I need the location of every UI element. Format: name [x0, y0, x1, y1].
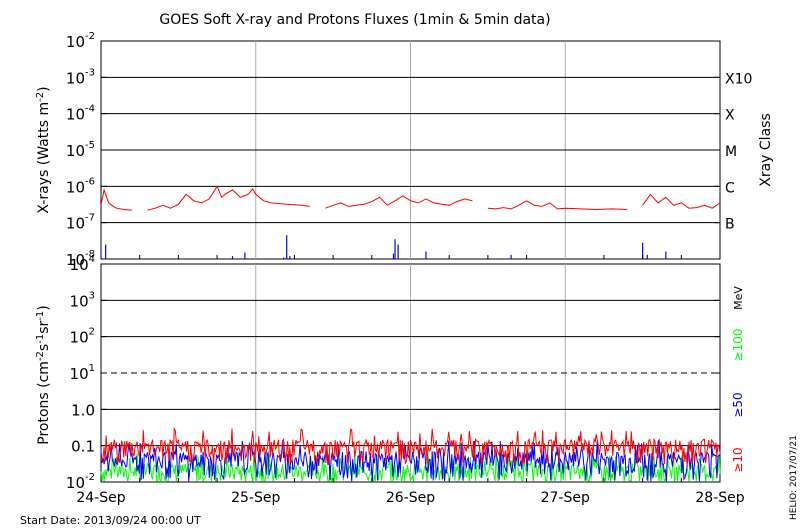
proton-series-line	[100, 426, 721, 465]
xray-y-tick-label: 10-3	[66, 67, 95, 87]
xray-long-line	[325, 195, 473, 209]
xray-grid	[101, 41, 720, 259]
credit-label: HELIO: 2017/07/21	[789, 435, 799, 520]
xray-long-line	[642, 193, 721, 209]
xray-class-labels: B C M X X10	[725, 71, 752, 232]
xray-series	[100, 185, 721, 259]
proton-legend-label: ≥50	[731, 392, 745, 417]
proton-series-line	[100, 438, 721, 482]
proton-y-tick-label: 1.0	[71, 401, 95, 419]
xray-y-axis-label: X-rays (Watts m-2)	[35, 86, 53, 213]
xray-class-m: M	[725, 144, 737, 160]
chart-title: GOES Soft X-ray and Protons Fluxes (1min…	[159, 12, 550, 28]
proton-y-tick-label: 0.1	[71, 438, 95, 456]
proton-legend-label: ≥10	[731, 447, 745, 472]
proton-y-tick-label: 10-2	[66, 472, 95, 492]
xray-y-tick-label: 10-6	[66, 176, 95, 196]
start-date: Start Date: 2013/09/24 00:00 UT	[20, 514, 201, 527]
xray-class-b: B	[725, 217, 735, 233]
proton-y-ticks: 10-2 0.1 1.0 101 102 103 104	[66, 254, 720, 492]
xray-y-tick-label: 10-4	[66, 104, 95, 124]
xray-y-tick-label: 10-7	[66, 213, 95, 233]
proton-unit-label: MeV	[732, 286, 745, 310]
proton-y-tick-label: 103	[70, 290, 95, 310]
xray-long-line	[100, 188, 132, 211]
proton-y-tick-label: 101	[70, 363, 95, 383]
xray-class-c: C	[725, 180, 735, 196]
proton-series-line	[100, 453, 721, 483]
proton-panel: 10-2 0.1 1.0 101 102 103 104 MeV ≥100 ≥50 ≥10 Pro…	[35, 254, 746, 492]
xray-long-line	[487, 200, 628, 211]
proton-y-axis-label: Protons (cm-2s-1sr-1)	[35, 305, 53, 444]
x-tick-label: 26-Sep	[386, 490, 435, 506]
proton-y-tick-label: 102	[70, 327, 95, 347]
proton-legend: MeV ≥100 ≥50 ≥10	[731, 286, 745, 473]
x-tick-label: 28-Sep	[695, 490, 744, 506]
xray-y-tick-label: 10-8	[66, 249, 95, 269]
xray-class-axis-label: Xray Class	[758, 113, 774, 187]
xray-long-line	[147, 185, 310, 211]
x-tick-label: 25-Sep	[231, 490, 280, 506]
xray-class-x10: X10	[725, 71, 752, 87]
x-tick-label: 24-Sep	[76, 490, 125, 506]
xray-class-x: X	[725, 108, 735, 124]
xray-panel: 10-8 10-7 10-6 10-5 10-4 10-3 10-2 B C M X X10 X-r…	[35, 31, 775, 269]
xray-y-ticks: 10-8 10-7 10-6 10-5 10-4 10-3 10-2	[66, 31, 720, 269]
proton-legend-label: ≥100	[731, 329, 745, 362]
proton-series	[100, 426, 721, 483]
xray-y-tick-label: 10-2	[66, 31, 95, 51]
proton-y-tick-label: 104	[70, 254, 95, 274]
x-axis-ticks: 24-Sep 25-Sep 26-Sep 27-Sep 28-Sep	[76, 255, 745, 506]
x-tick-label: 27-Sep	[541, 490, 590, 506]
xray-y-tick-label: 10-5	[66, 140, 95, 160]
